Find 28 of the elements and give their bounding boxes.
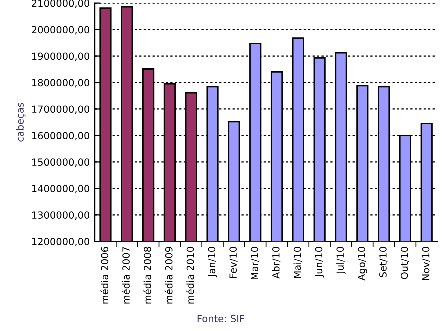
y-tick-label: 1700000,00 (32, 106, 90, 114)
y-tick-label: 1400000,00 (32, 185, 90, 194)
x-tick-label: média 2010 (186, 247, 194, 304)
y-tick-label: 2000000,00 (32, 26, 90, 35)
x-tick-label: Mai/10 (294, 247, 302, 278)
x-tick-label: média 2009 (164, 247, 173, 304)
y-tick-label: 1800000,00 (32, 79, 90, 88)
x-tick-label: média 2008 (143, 247, 152, 304)
y-tick-label: 1600000,00 (32, 132, 90, 141)
source-note: Fonte: SIF (198, 315, 245, 322)
y-tick-label: 2100000,00 (32, 0, 90, 8)
y-tick-label: 1300000,00 (32, 212, 90, 220)
x-tick-label: média 2007 (122, 247, 130, 304)
y-tick-label: 1500000,00 (32, 158, 90, 168)
x-tick-label: Jun/10 (315, 247, 324, 278)
x-tick-label: Out/10 (400, 247, 410, 280)
y-tick-label: 1900000,00 (32, 52, 90, 62)
x-tick-label: média 2006 (100, 247, 109, 304)
x-tick-label: Set/10 (380, 247, 388, 278)
x-tick-label: Mar/10 (251, 247, 260, 280)
x-tick-label: Fev/10 (230, 247, 238, 278)
x-tick-label: Abr/10 (272, 247, 281, 279)
x-tick-label: Jul/10 (336, 247, 346, 274)
x-tick-label: Nov/10 (422, 247, 430, 280)
y-axis-title: cabeças (16, 103, 26, 142)
x-tick-label: Jan/10 (208, 247, 218, 278)
x-tick-label: Ago/10 (358, 247, 368, 281)
y-tick-label: 1200000,00 (32, 238, 90, 246)
